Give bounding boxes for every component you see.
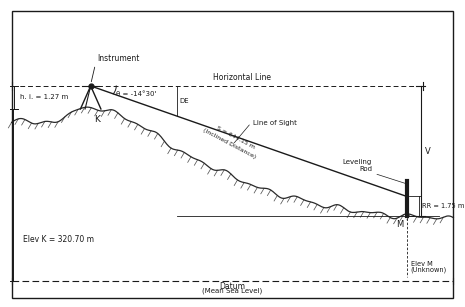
Text: (Unknown): (Unknown) <box>411 266 447 273</box>
Text: Datum: Datum <box>219 282 246 291</box>
Text: (Inclined Distance): (Inclined Distance) <box>202 127 256 159</box>
Text: h. i. = 1.27 m: h. i. = 1.27 m <box>20 95 68 100</box>
Text: (Mean Sea Level): (Mean Sea Level) <box>202 288 263 294</box>
Text: Line of Sight: Line of Sight <box>253 120 297 126</box>
Text: θ = -14°30': θ = -14°30' <box>116 91 157 98</box>
Text: V: V <box>425 147 430 156</box>
Text: RR = 1.75 m: RR = 1.75 m <box>422 204 464 209</box>
Text: Instrument: Instrument <box>98 54 140 63</box>
Text: DE: DE <box>179 98 189 104</box>
Text: S = 644.15 m: S = 644.15 m <box>216 125 256 150</box>
Text: Elev M: Elev M <box>411 261 432 267</box>
Text: Horizontal Line: Horizontal Line <box>213 73 271 82</box>
Text: Elev K = 320.70 m: Elev K = 320.70 m <box>23 235 94 244</box>
Text: M: M <box>396 220 403 228</box>
Text: K: K <box>94 115 100 123</box>
Text: Leveling
Rod: Leveling Rod <box>343 159 372 172</box>
